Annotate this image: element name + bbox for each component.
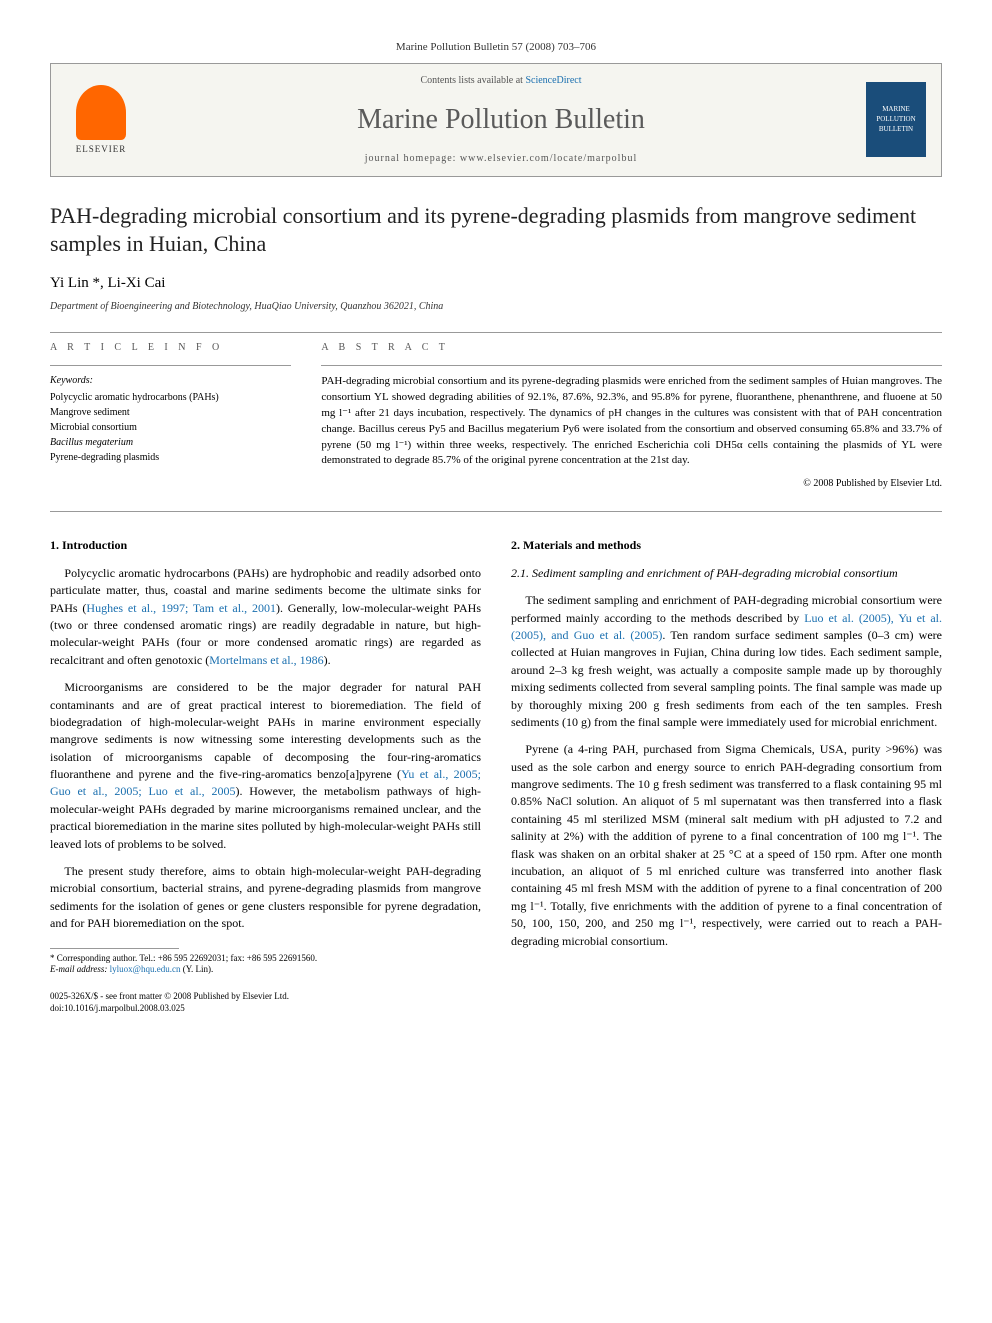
right-column: 2. Materials and methods 2.1. Sediment s…: [511, 537, 942, 976]
journal-name: Marine Pollution Bulletin: [136, 100, 866, 139]
article-info-column: A R T I C L E I N F O Keywords: Polycycl…: [50, 341, 291, 492]
separator-rule: [50, 511, 942, 512]
corr-email-line: E-mail address: lyluox@hqu.edu.cn (Y. Li…: [50, 964, 481, 976]
corr-author-line: * Corresponding author. Tel.: +86 595 22…: [50, 953, 481, 965]
contents-prefix: Contents lists available at: [420, 75, 525, 86]
elsevier-logo: ELSEVIER: [66, 80, 136, 160]
journal-cover-thumbnail: MARINE POLLUTION BULLETIN: [866, 82, 926, 157]
journal-citation: Marine Pollution Bulletin 57 (2008) 703–…: [50, 40, 942, 55]
email-link[interactable]: lyluox@hqu.edu.cn: [110, 964, 181, 974]
elsevier-tree-icon: [76, 85, 126, 140]
left-column: 1. Introduction Polycyclic aromatic hydr…: [50, 537, 481, 976]
front-matter-line: 0025-326X/$ - see front matter © 2008 Pu…: [50, 991, 942, 1014]
footnote-separator: [50, 948, 179, 949]
info-abstract-row: A R T I C L E I N F O Keywords: Polycycl…: [50, 341, 942, 492]
header-center: Contents lists available at ScienceDirec…: [136, 74, 866, 165]
intro-paragraph-3: The present study therefore, aims to obt…: [50, 863, 481, 933]
keywords-label: Keywords:: [50, 374, 291, 388]
journal-header-box: ELSEVIER Contents lists available at Sci…: [50, 63, 942, 176]
intro-paragraph-1: Polycyclic aromatic hydrocarbons (PAHs) …: [50, 565, 481, 669]
email-suffix: (Y. Lin).: [183, 964, 214, 974]
sciencedirect-link[interactable]: ScienceDirect: [525, 75, 581, 86]
email-label: E-mail address:: [50, 964, 107, 974]
article-info-heading: A R T I C L E I N F O: [50, 341, 291, 355]
journal-homepage: journal homepage: www.elsevier.com/locat…: [136, 152, 866, 166]
methods-paragraph-1: The sediment sampling and enrichment of …: [511, 592, 942, 731]
methods-paragraph-2: Pyrene (a 4-ring PAH, purchased from Sig…: [511, 741, 942, 950]
separator-rule: [50, 365, 291, 366]
abstract-column: A B S T R A C T PAH-degrading microbial …: [321, 341, 942, 492]
keyword-item: Mangrove sediment: [50, 405, 291, 420]
section-2-1-heading: 2.1. Sediment sampling and enrichment of…: [511, 565, 942, 582]
citation-link[interactable]: Hughes et al., 1997; Tam et al., 2001: [86, 601, 276, 615]
keyword-item: Bacillus megaterium: [50, 435, 291, 450]
authors: Yi Lin *, Li-Xi Cai: [50, 273, 942, 294]
citation-link[interactable]: Mortelmans et al., 1986: [209, 653, 323, 667]
section-2-heading: 2. Materials and methods: [511, 537, 942, 554]
keywords-list: Polycyclic aromatic hydrocarbons (PAHs) …: [50, 390, 291, 465]
intro-paragraph-2: Microorganisms are considered to be the …: [50, 679, 481, 853]
keyword-item: Pyrene-degrading plasmids: [50, 450, 291, 465]
body-columns: 1. Introduction Polycyclic aromatic hydr…: [50, 537, 942, 976]
separator-rule: [321, 365, 942, 366]
abstract-copyright: © 2008 Published by Elsevier Ltd.: [321, 477, 942, 491]
contents-line: Contents lists available at ScienceDirec…: [136, 74, 866, 88]
corresponding-author-footnote: * Corresponding author. Tel.: +86 595 22…: [50, 953, 481, 976]
doi-line: doi:10.1016/j.marpolbul.2008.03.025: [50, 1003, 942, 1015]
article-title: PAH-degrading microbial consortium and i…: [50, 202, 942, 259]
abstract-heading: A B S T R A C T: [321, 341, 942, 355]
affiliation: Department of Bioengineering and Biotech…: [50, 300, 942, 314]
separator-rule: [50, 332, 942, 333]
keyword-item: Microbial consortium: [50, 420, 291, 435]
section-1-heading: 1. Introduction: [50, 537, 481, 554]
elsevier-label: ELSEVIER: [76, 143, 127, 156]
keyword-item: Polycyclic aromatic hydrocarbons (PAHs): [50, 390, 291, 405]
issn-copyright: 0025-326X/$ - see front matter © 2008 Pu…: [50, 991, 942, 1003]
abstract-text: PAH-degrading microbial consortium and i…: [321, 374, 942, 470]
